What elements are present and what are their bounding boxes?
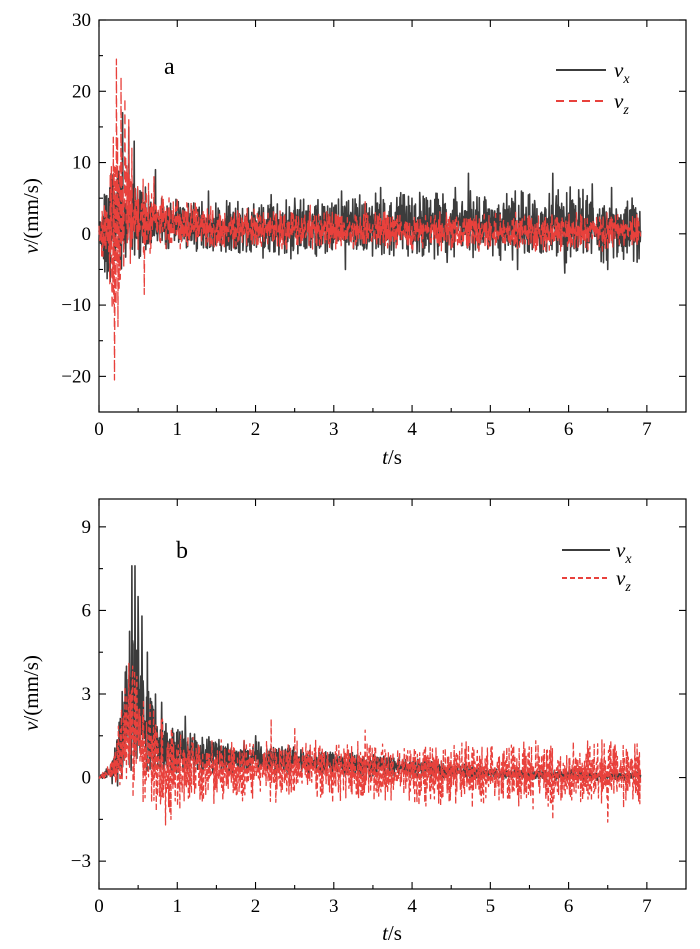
x-tick-label: 6 — [564, 896, 574, 917]
y-tick-label: 10 — [72, 153, 91, 174]
y-tick-label: 9 — [82, 517, 92, 538]
panel-b: 0 1 2 3 4 5 6 7 −3 0 3 6 9 b t/s v/(mm/s) vx vz — [19, 498, 687, 945]
panel-b-x-axis-title: t/s — [382, 921, 402, 945]
panel-b-legend: vx vz — [562, 538, 632, 595]
panel-a-x-axis-title: t/s — [382, 445, 402, 469]
y-tick-label: 30 — [72, 10, 91, 31]
y-tick-label: 20 — [72, 81, 91, 102]
x-tick-label: 3 — [329, 896, 339, 917]
panel-a-x-tick-labels: 0 1 2 3 4 5 6 7 — [94, 419, 651, 440]
y-tick-label: −3 — [71, 851, 91, 872]
x-tick-label: 1 — [173, 896, 183, 917]
x-tick-label: 6 — [564, 419, 574, 440]
panel-a-series-lines — [98, 58, 642, 381]
x-tick-label: 7 — [642, 896, 652, 917]
series-line-vx — [98, 111, 642, 283]
panel-a-ticks — [98, 19, 686, 412]
x-tick-label: 1 — [173, 419, 183, 440]
panel-b-x-tick-labels: 0 1 2 3 4 5 6 7 — [94, 896, 651, 917]
panel-a: 0 1 2 3 4 5 6 7 −20 −10 0 10 20 30 a t/s v/(mm/s) vx… — [19, 10, 687, 469]
panel-b-legend-label-vx: vx — [616, 538, 632, 567]
series-line-vz — [98, 58, 642, 381]
x-tick-label: 4 — [407, 896, 417, 917]
x-tick-label: 7 — [642, 419, 652, 440]
y-tick-label: −10 — [61, 295, 91, 316]
x-tick-label: 5 — [486, 896, 496, 917]
panel-a-y-axis-title: v/(mm/s) — [19, 178, 43, 254]
panel-b-y-tick-labels: −3 0 3 6 9 — [71, 517, 91, 872]
x-tick-label: 2 — [251, 419, 261, 440]
panel-a-label: a — [164, 54, 175, 80]
panel-a-frame — [98, 19, 687, 413]
y-tick-label: 6 — [82, 600, 92, 621]
x-tick-label: 3 — [329, 419, 339, 440]
y-tick-label: 0 — [82, 224, 92, 245]
panel-a-legend-label-vx: vx — [614, 58, 630, 87]
panel-b-legend-label-vz: vz — [616, 566, 631, 595]
y-tick-label: −20 — [61, 366, 91, 387]
x-tick-label: 5 — [486, 419, 496, 440]
x-tick-label: 2 — [251, 896, 261, 917]
x-tick-label: 0 — [94, 419, 104, 440]
panel-b-label: b — [176, 538, 188, 564]
panel-b-series-lines — [98, 565, 642, 826]
x-tick-label: 4 — [407, 419, 417, 440]
panel-a-legend-label-vz: vz — [614, 89, 629, 118]
y-tick-label: 3 — [82, 684, 92, 705]
y-tick-label: 0 — [82, 768, 92, 789]
panel-b-y-axis-title: v/(mm/s) — [19, 655, 43, 731]
panel-a-y-tick-labels: −20 −10 0 10 20 30 — [61, 10, 91, 387]
panel-a-legend: vx vz — [556, 58, 630, 118]
series-line-vz — [98, 662, 642, 826]
x-tick-label: 0 — [94, 896, 104, 917]
